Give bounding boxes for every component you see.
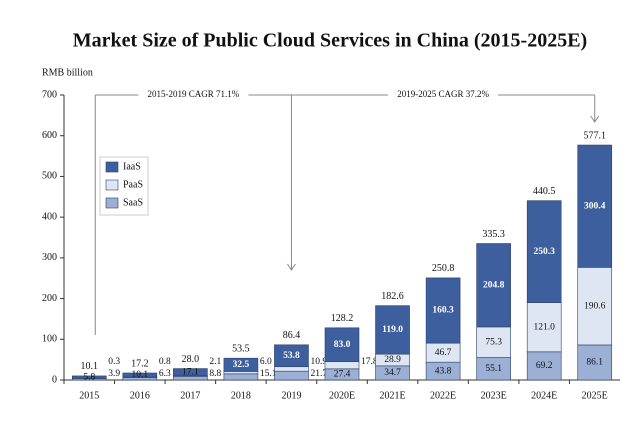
value-label: 10.9 (310, 357, 327, 367)
value-label: 27.4 (334, 370, 351, 380)
legend-swatch (105, 179, 119, 191)
total-label: 53.5 (232, 344, 250, 355)
value-label: 5.8 (83, 372, 95, 382)
value-label: 17.8 (361, 357, 378, 367)
value-label: 32.5 (233, 360, 250, 370)
y-tick-label: 500 (42, 171, 57, 182)
total-label: 28.0 (182, 354, 200, 365)
bar-segment (324, 361, 360, 370)
bar-segment (173, 368, 208, 376)
bar-segment (122, 372, 158, 378)
y-tick-label: 100 (42, 334, 57, 345)
value-label: 15.1 (260, 369, 277, 379)
bar-segment (577, 267, 613, 346)
value-label: 28.9 (384, 355, 401, 365)
value-label: 53.8 (283, 351, 300, 361)
x-tick-label: 2021E (379, 390, 405, 401)
value-label: 43.8 (435, 366, 452, 376)
legend-swatch (105, 161, 119, 173)
total-label: 577.1 (583, 130, 606, 141)
arrow-head (287, 263, 296, 271)
value-label: 17.1 (182, 367, 199, 377)
annotation-bg (388, 88, 499, 102)
value-label: 0.8 (159, 357, 171, 367)
annotation-bg (138, 88, 249, 102)
bar-segment (375, 305, 410, 355)
value-label: 69.2 (536, 361, 553, 371)
value-label: 83.0 (334, 340, 351, 350)
bar-segment (476, 326, 511, 358)
total-label: 440.5 (533, 186, 556, 197)
total-label: 128.2 (331, 313, 354, 324)
value-label: 6.3 (159, 369, 171, 379)
value-label: 190.6 (584, 301, 606, 311)
legend-label: SaaS (123, 197, 143, 208)
value-label: 119.0 (382, 325, 403, 335)
x-tick-label: 2017 (180, 390, 200, 401)
total-label: 182.6 (381, 291, 404, 302)
legend-label: PaaS (123, 179, 143, 190)
value-label: 55.1 (485, 364, 502, 374)
x-tick-label: 2025E (582, 390, 608, 401)
y-tick-label: 0 (52, 374, 57, 385)
value-label: 250.3 (533, 247, 555, 257)
x-tick-label: 2018 (231, 390, 251, 401)
value-label: 46.7 (435, 348, 452, 358)
bar-segment (577, 344, 613, 381)
annotation: 2019-2025 CAGR 37.2% (397, 89, 489, 99)
value-label: 8.8 (209, 369, 221, 379)
y-tick-label: 700 (42, 89, 57, 100)
value-label: 10.1 (132, 370, 149, 380)
value-label: 21.7 (310, 369, 327, 379)
x-tick-label: 2023E (481, 390, 507, 401)
value-label: 34.7 (384, 368, 401, 378)
value-label: 121.0 (533, 322, 555, 332)
bar-segment (274, 344, 309, 368)
x-tick-label: 2024E (531, 390, 557, 401)
value-label: 0.3 (108, 357, 120, 367)
bar-segment (274, 366, 309, 372)
total-label: 335.3 (482, 229, 505, 240)
bar-segment (425, 277, 461, 344)
total-label: 17.2 (131, 358, 149, 369)
bar-segment (324, 327, 360, 362)
x-tick-label: 2016 (130, 390, 150, 401)
value-label: 160.3 (432, 306, 454, 316)
value-label: 300.4 (584, 201, 606, 211)
x-tick-label: 2019 (281, 390, 301, 401)
y-tick-label: 600 (42, 130, 57, 141)
x-tick-label: 2022E (430, 390, 456, 401)
bar-segment (71, 375, 107, 379)
value-label: 86.1 (586, 358, 603, 368)
value-label: 3.9 (108, 369, 120, 379)
chart-title: Market Size of Public Cloud Services in … (73, 30, 587, 52)
bar-segment (476, 243, 511, 328)
y-axis-label: RMB billion (42, 67, 93, 78)
total-label: 86.4 (283, 330, 301, 341)
bar-segment (577, 144, 613, 268)
annotation: 2015-2019 CAGR 71.1% (147, 89, 239, 99)
legend-label: IaaS (123, 161, 141, 172)
bar-segment (223, 357, 259, 372)
value-label: 75.3 (485, 337, 502, 347)
y-tick-label: 400 (42, 211, 57, 222)
bar-segment (526, 351, 562, 381)
value-label: 6.0 (260, 357, 272, 367)
bar-segment (526, 200, 562, 303)
total-label: 10.1 (81, 361, 99, 372)
y-tick-label: 200 (42, 293, 57, 304)
bar-segment (274, 370, 309, 381)
total-label: 250.8 (432, 263, 455, 274)
value-label: 204.8 (483, 280, 505, 290)
arrow-head (590, 115, 600, 123)
bar-segment (223, 371, 259, 375)
x-tick-label: 2015 (79, 390, 99, 401)
y-tick-label: 300 (42, 252, 57, 263)
value-label: 2.1 (209, 357, 221, 367)
bar-segment (223, 373, 259, 381)
x-tick-label: 2020E (329, 390, 355, 401)
legend-swatch (105, 197, 119, 209)
